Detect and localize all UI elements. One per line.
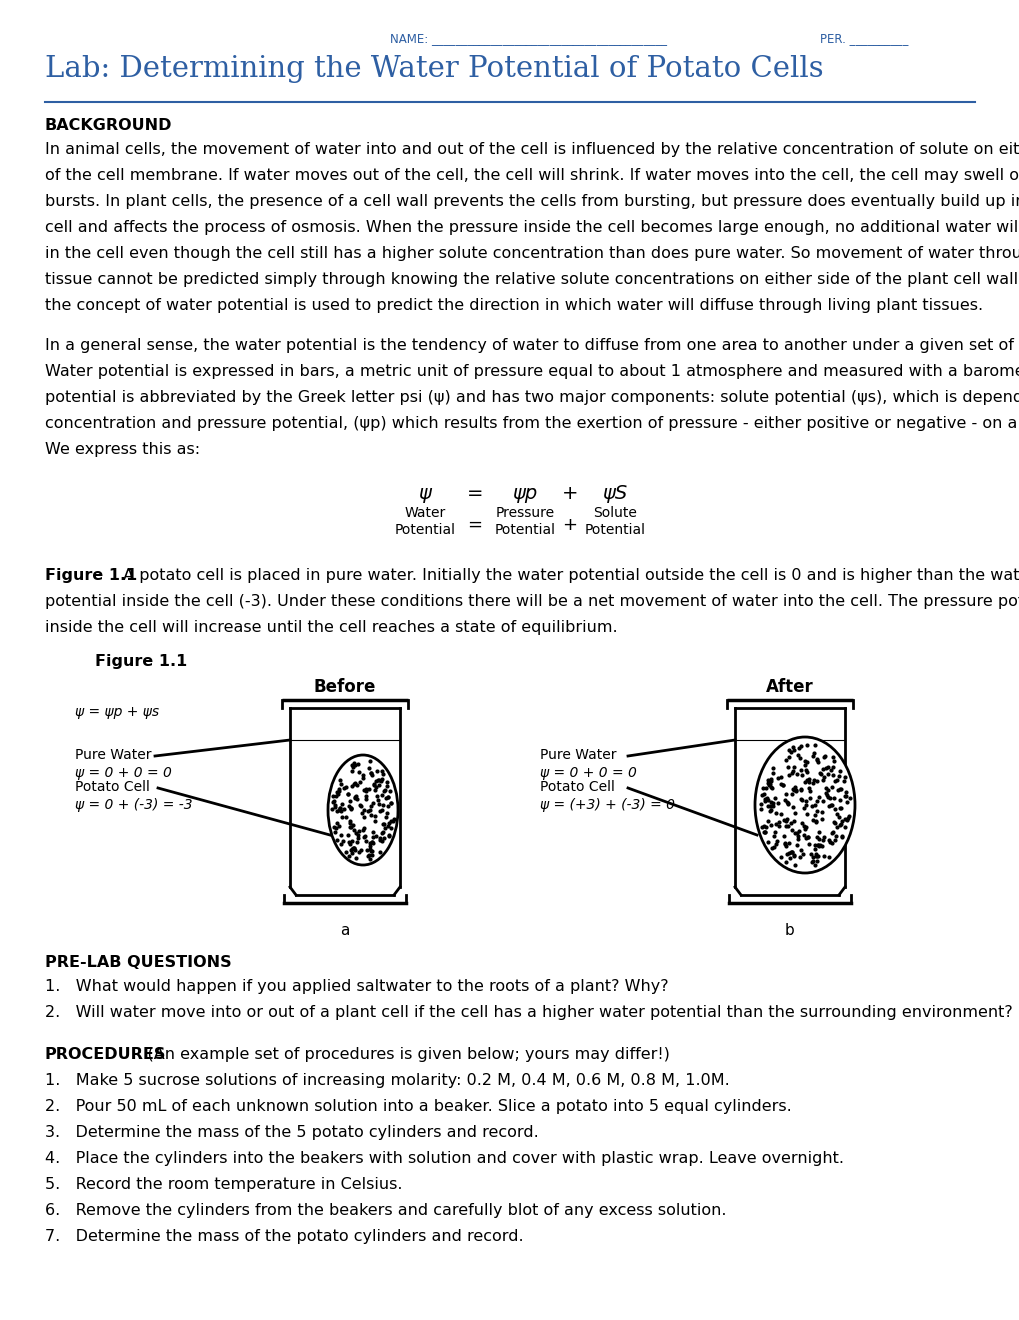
Text: inside the cell will increase until the cell reaches a state of equilibrium.: inside the cell will increase until the … [45, 620, 618, 635]
Text: PRE-LAB QUESTIONS: PRE-LAB QUESTIONS [45, 954, 231, 970]
Text: bursts. In plant cells, the presence of a cell wall prevents the cells from burs: bursts. In plant cells, the presence of … [45, 194, 1019, 209]
Text: After: After [765, 678, 813, 696]
Text: : (An example set of procedures is given below; yours may differ!): : (An example set of procedures is given… [137, 1047, 669, 1063]
Text: Pure Water: Pure Water [539, 748, 615, 762]
Text: ψp: ψp [512, 484, 537, 503]
Text: In animal cells, the movement of water into and out of the cell is influenced by: In animal cells, the movement of water i… [45, 143, 1019, 157]
Text: 1.   What would happen if you applied saltwater to the roots of a plant? Why?: 1. What would happen if you applied salt… [45, 979, 668, 994]
Text: Pressure
Potential: Pressure Potential [494, 506, 555, 537]
Text: the concept of water potential is used to predict the direction in which water w: the concept of water potential is used t… [45, 298, 982, 313]
Text: ψ = (+3) + (-3) = 0: ψ = (+3) + (-3) = 0 [539, 799, 675, 812]
Ellipse shape [328, 755, 397, 865]
Text: cell and affects the process of osmosis. When the pressure inside the cell becom: cell and affects the process of osmosis.… [45, 220, 1019, 235]
Text: We express this as:: We express this as: [45, 442, 200, 457]
Text: tissue cannot be predicted simply through knowing the relative solute concentrat: tissue cannot be predicted simply throug… [45, 272, 1019, 286]
Text: of the cell membrane. If water moves out of the cell, the cell will shrink. If w: of the cell membrane. If water moves out… [45, 168, 1019, 183]
Text: In a general sense, the water potential is the tendency of water to diffuse from: In a general sense, the water potential … [45, 338, 1019, 352]
Text: PER. __________: PER. __________ [819, 32, 908, 45]
Text: Figure 1.1: Figure 1.1 [45, 568, 138, 583]
Text: =: = [467, 484, 483, 503]
Text: 2.   Will water move into or out of a plant cell if the cell has a higher water : 2. Will water move into or out of a plan… [45, 1005, 1012, 1020]
Text: A potato cell is placed in pure water. Initially the water potential outside the: A potato cell is placed in pure water. I… [118, 568, 1019, 583]
Text: a: a [340, 923, 350, 939]
Text: 7.   Determine the mass of the potato cylinders and record.: 7. Determine the mass of the potato cyli… [45, 1229, 523, 1243]
Text: Solute
Potential: Solute Potential [584, 506, 645, 537]
Text: 6.   Remove the cylinders from the beakers and carefully blot of any excess solu: 6. Remove the cylinders from the beakers… [45, 1203, 726, 1218]
Text: in the cell even though the cell still has a higher solute concentration than do: in the cell even though the cell still h… [45, 246, 1019, 261]
Text: Before: Before [314, 678, 376, 696]
Text: ψ = 0 + 0 = 0: ψ = 0 + 0 = 0 [539, 766, 636, 780]
Text: Water potential is expressed in bars, a metric unit of pressure equal to about 1: Water potential is expressed in bars, a … [45, 364, 1019, 379]
Text: 1.   Make 5 sucrose solutions of increasing molarity: 0.2 M, 0.4 M, 0.6 M, 0.8 M: 1. Make 5 sucrose solutions of increasin… [45, 1073, 729, 1088]
Text: 2.   Pour 50 mL of each unknown solution into a beaker. Slice a potato into 5 eq: 2. Pour 50 mL of each unknown solution i… [45, 1100, 791, 1114]
Text: Figure 1.1: Figure 1.1 [95, 653, 187, 669]
Text: +: + [561, 484, 578, 503]
Text: potential is abbreviated by the Greek letter psi (ψ) and has two major component: potential is abbreviated by the Greek le… [45, 389, 1019, 405]
Text: +: + [561, 516, 577, 535]
Text: BACKGROUND: BACKGROUND [45, 117, 172, 133]
Text: b: b [785, 923, 794, 939]
Text: concentration and pressure potential, (ψp) which results from the exertion of pr: concentration and pressure potential, (ψ… [45, 416, 1019, 432]
Text: ψ = 0 + (-3) = -3: ψ = 0 + (-3) = -3 [75, 799, 193, 812]
Text: potential inside the cell (-3). Under these conditions there will be a net movem: potential inside the cell (-3). Under th… [45, 594, 1019, 609]
Text: Lab: Determining the Water Potential of Potato Cells: Lab: Determining the Water Potential of … [45, 55, 822, 83]
Text: Water
Potential: Water Potential [394, 506, 455, 537]
Text: ψ = ψp + ψs: ψ = ψp + ψs [75, 705, 159, 719]
Text: ψS: ψS [602, 484, 627, 503]
Text: NAME: ________________________________________: NAME: __________________________________… [389, 32, 666, 45]
Text: 4.   Place the cylinders into the beakers with solution and cover with plastic w: 4. Place the cylinders into the beakers … [45, 1151, 843, 1166]
Text: ψ = 0 + 0 = 0: ψ = 0 + 0 = 0 [75, 766, 172, 780]
Text: Potato Cell: Potato Cell [75, 780, 150, 795]
Ellipse shape [754, 737, 854, 873]
Text: Potato Cell: Potato Cell [539, 780, 614, 795]
Text: =: = [467, 516, 482, 535]
Text: 3.   Determine the mass of the 5 potato cylinders and record.: 3. Determine the mass of the 5 potato cy… [45, 1125, 538, 1140]
Text: ψ: ψ [418, 484, 431, 503]
Text: PROCEDURES: PROCEDURES [45, 1047, 166, 1063]
Text: 5.   Record the room temperature in Celsius.: 5. Record the room temperature in Celsiu… [45, 1177, 403, 1192]
Text: Pure Water: Pure Water [75, 748, 152, 762]
